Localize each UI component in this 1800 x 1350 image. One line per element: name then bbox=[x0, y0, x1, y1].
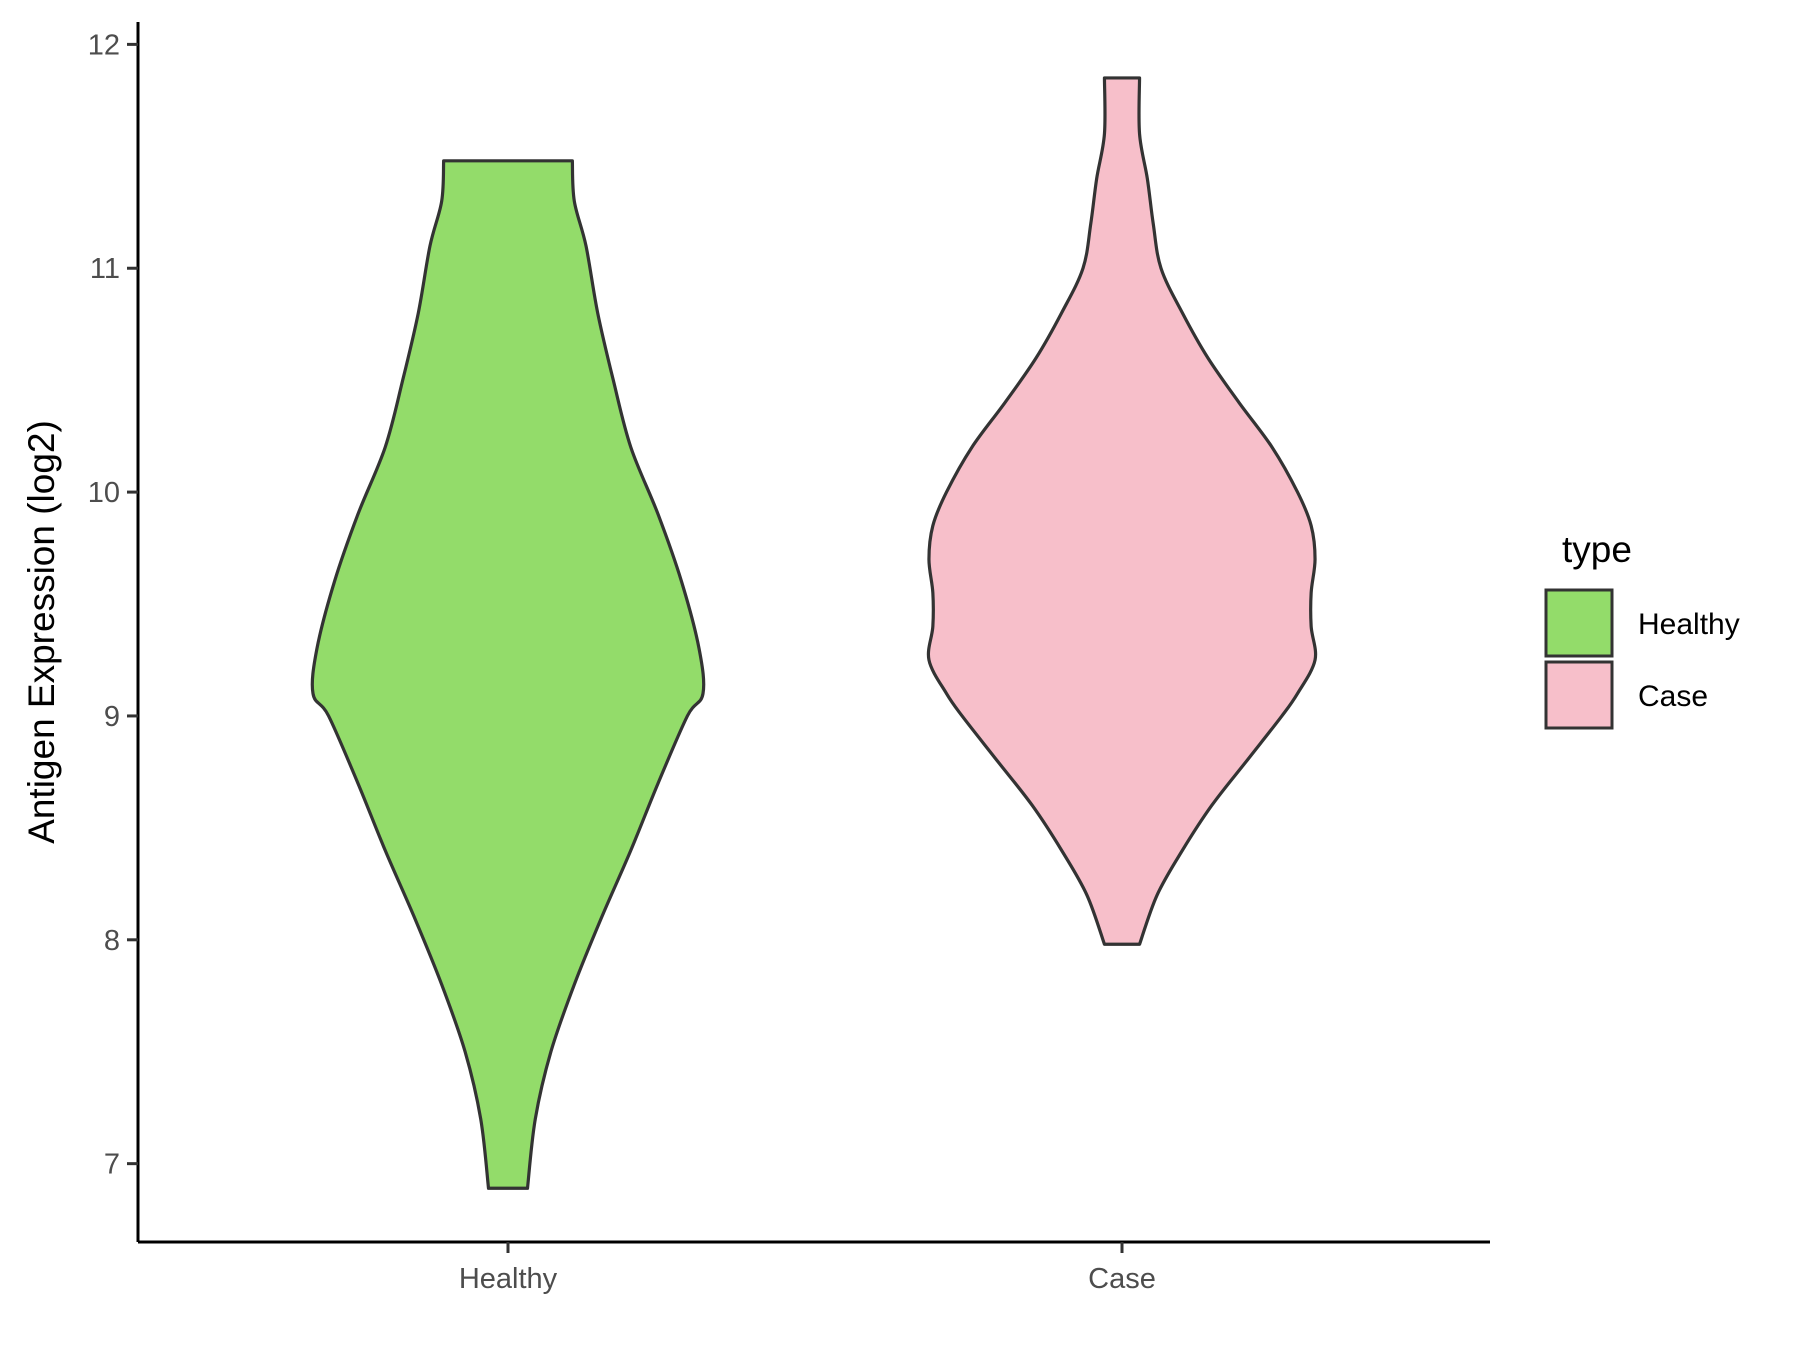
y-tick-label: 11 bbox=[90, 253, 120, 285]
y-tick-label: 10 bbox=[88, 477, 120, 509]
y-tick-label: 8 bbox=[104, 925, 120, 957]
violin-healthy bbox=[310, 159, 706, 1190]
y-tick-label: 12 bbox=[88, 29, 120, 61]
violins-layer bbox=[310, 76, 1318, 1190]
legend-label-case: Case bbox=[1638, 680, 1708, 713]
x-tick-label: Case bbox=[1088, 1263, 1156, 1295]
legend: type Healthy Case bbox=[1544, 529, 1740, 730]
y-tick-label: 9 bbox=[104, 701, 120, 733]
y-ticks: 7 8 9 10 11 12 bbox=[88, 29, 138, 1181]
legend-label-healthy: Healthy bbox=[1638, 608, 1740, 641]
violin-case bbox=[926, 76, 1318, 946]
legend-swatch-healthy bbox=[1544, 588, 1614, 658]
y-tick-label: 7 bbox=[104, 1149, 120, 1181]
legend-items: Healthy Case bbox=[1544, 588, 1740, 730]
x-ticks: Healthy Case bbox=[459, 1242, 1156, 1295]
x-tick-label: Healthy bbox=[459, 1263, 558, 1295]
y-axis-title: Antigen Expression (log2) bbox=[21, 420, 62, 844]
legend-swatch-case bbox=[1544, 660, 1614, 730]
legend-title: type bbox=[1562, 529, 1632, 570]
